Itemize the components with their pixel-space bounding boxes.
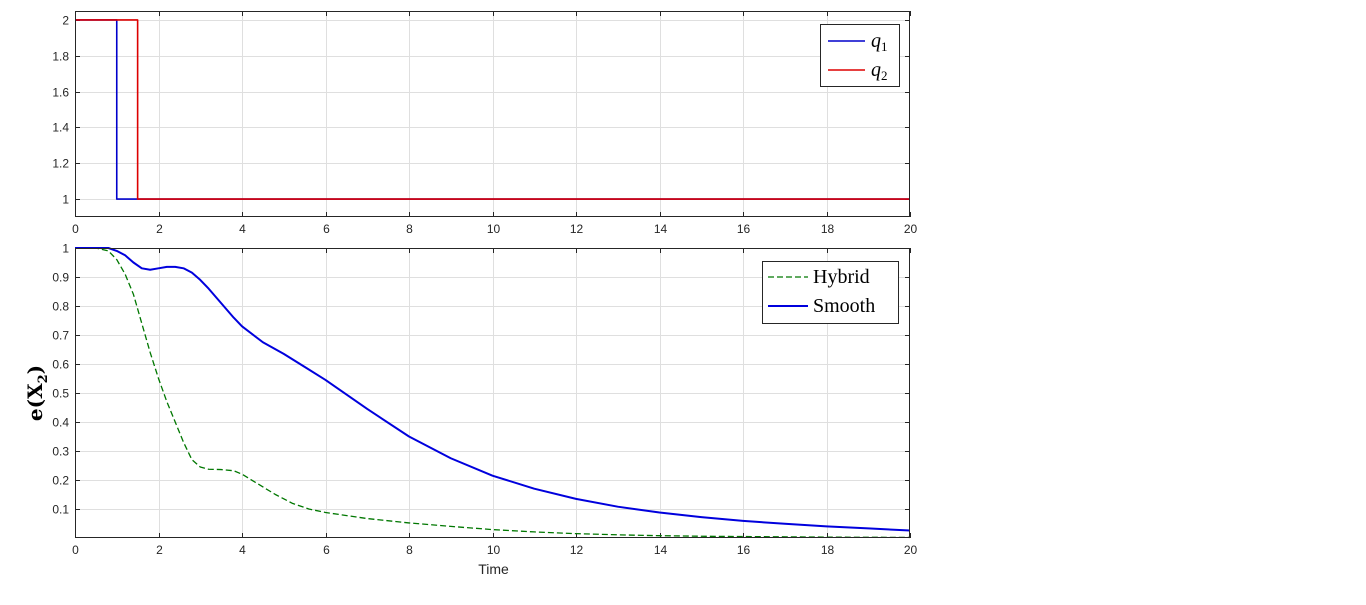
y-tick-label: 0.7: [52, 329, 69, 343]
series-line-hybrid: [75, 247, 910, 539]
x-tick-label: 20: [904, 543, 918, 557]
x-tick-label: 16: [737, 222, 751, 236]
legend-subscript: 2: [881, 68, 888, 83]
legend-box: [820, 24, 900, 87]
axes-box: [75, 11, 910, 217]
x-tick-label: 6: [323, 543, 330, 557]
y-tick-label: 0.1: [52, 503, 69, 517]
plot-area: [75, 11, 910, 217]
legend: Hybrid Smooth: [762, 261, 899, 324]
y-tick-label: 0.9: [52, 271, 69, 285]
x-tick-label: 4: [239, 543, 246, 557]
x-tick-label: 16: [737, 543, 751, 557]
y-tick-label: 1.2: [52, 157, 69, 171]
y-tick-label: 1.8: [52, 50, 69, 64]
y-tick-label: 0.3: [52, 445, 69, 459]
y-label-part: ): [23, 365, 47, 374]
y-label-subscript: 2: [36, 374, 51, 383]
legend-label: Hybrid: [813, 266, 870, 288]
y-tick-label: 0.2: [52, 474, 69, 488]
x-tick-label: 18: [821, 222, 835, 236]
x-tick-label: 12: [570, 222, 584, 236]
x-tick-label: 0: [72, 543, 79, 557]
legend-subscript: 1: [881, 39, 888, 54]
x-tick-label: 0: [72, 222, 79, 236]
x-tick-label: 6: [323, 222, 330, 236]
y-tick-label: 0.5: [52, 387, 69, 401]
x-tick-label: 8: [406, 543, 413, 557]
y-tick-label: 1: [62, 242, 69, 256]
x-tick-label: 10: [487, 543, 501, 557]
y-tick-label: 1: [62, 193, 69, 207]
x-tick-label: 18: [821, 543, 835, 557]
x-tick-label: 2: [156, 222, 163, 236]
x-tick-label: 20: [904, 222, 918, 236]
bottom-panel: 0 2 4 6 8 10 12 14 16 18 200.10.20.30.40.50.60.70.…: [23, 242, 917, 578]
y-axis-label: e(X2): [23, 365, 51, 421]
legend-label: Smooth: [813, 295, 875, 317]
x-tick-label: 14: [654, 222, 668, 236]
x-tick-label: 14: [654, 543, 668, 557]
axes-box: [75, 248, 910, 538]
legend-box: [762, 261, 899, 324]
x-tick-label: 4: [239, 222, 246, 236]
y-tick-label: 2: [62, 14, 69, 28]
y-tick-label: 0.4: [52, 416, 69, 430]
y-tick-label: 1.4: [52, 121, 69, 135]
y-label-part: e(X: [23, 383, 47, 421]
y-tick-label: 1.6: [52, 86, 69, 100]
series-line-smooth: [75, 247, 910, 532]
x-tick-label: 2: [156, 543, 163, 557]
y-tick-label: 0.8: [52, 300, 69, 314]
x-tick-label: 10: [487, 222, 501, 236]
x-tick-label: 12: [570, 543, 584, 557]
x-axis-label: Time: [478, 561, 509, 577]
y-tick-label: 0.6: [52, 358, 69, 372]
series-line-q2: [75, 19, 910, 200]
x-tick-label: 8: [406, 222, 413, 236]
